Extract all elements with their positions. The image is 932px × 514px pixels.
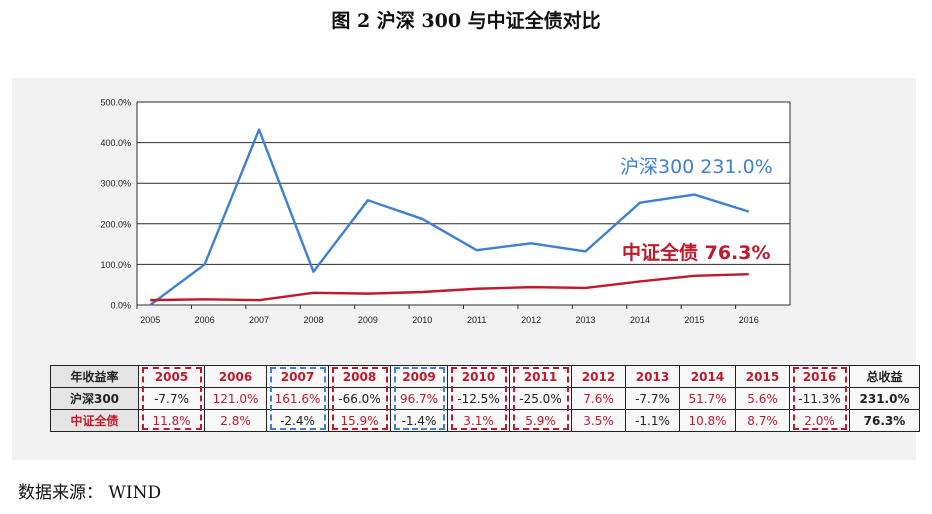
table-header-cell: 2016	[789, 365, 850, 388]
y-axis: 0.0% 100.0% 200.0% 300.0% 400.0% 500.0%	[100, 98, 791, 311]
table-row: 中证全债 11.8% 2.8% -2.4% 15.9% -1.4% 3.1% 5…	[50, 409, 920, 432]
x-axis: 2005 2006 2007 2008 2009 2010 2011 2012 2013 2014…	[136, 305, 759, 325]
table-row: 沪深300 -7.7% 121.0% 161.6% -66.0% 96.7% -…	[50, 387, 920, 410]
table-cell: 7.6%	[571, 387, 626, 410]
y-tick-label: 300.0%	[100, 179, 131, 189]
x-tick-label: 2008	[303, 315, 323, 325]
x-tick-label: 2011	[467, 315, 486, 325]
y-tick-label: 0.0%	[110, 301, 131, 311]
series-lines	[149, 128, 750, 306]
table-cell: 3.5%	[571, 409, 626, 432]
annotations: 沪深300 231.0% 中证全债 76.3%	[620, 156, 773, 264]
table-header-row: 年收益率 2005 2006 2007 2008 2009 2010 2011 …	[50, 365, 920, 388]
table-cell: -1.4%	[390, 409, 448, 432]
x-tick-label: 2005	[140, 315, 160, 325]
x-tick-label: 2016	[739, 315, 759, 325]
table-header-cell: 2012	[571, 365, 626, 388]
x-tick-label: 2015	[684, 315, 704, 325]
bond-annotation: 中证全债 76.3%	[622, 241, 771, 264]
table-cell: 11.8%	[138, 409, 205, 432]
returns-table: 年收益率 2005 2006 2007 2008 2009 2010 2011 …	[50, 365, 920, 432]
table-header-cell: 2009	[390, 365, 448, 388]
x-tick-label: 2006	[195, 315, 215, 325]
x-tick-label: 2009	[358, 315, 378, 325]
table-cell: 2.8%	[204, 409, 267, 432]
row-label: 沪深300	[50, 387, 139, 410]
table-cell: -2.4%	[266, 409, 329, 432]
figure-title: 图 2 沪深 300 与中证全债对比	[331, 10, 601, 32]
table-cell: -7.7%	[625, 387, 680, 410]
source-note: 数据来源： WIND	[18, 483, 162, 503]
x-tick-label: 2010	[412, 315, 432, 325]
table-cell: -7.7%	[138, 387, 205, 410]
line-chart: 0.0%100.0%200.0%300.0%400.0%500.0% 2005 2…	[100, 98, 791, 325]
table-cell: 5.6%	[735, 387, 790, 410]
table-cell: 161.6%	[266, 387, 329, 410]
y-tick-label: 200.0%	[100, 219, 131, 229]
hs300-annotation: 沪深300 231.0%	[620, 156, 773, 178]
table-header-cell: 2010	[447, 365, 510, 388]
x-tick-label: 2014	[630, 315, 650, 325]
table-header-cell: 2011	[509, 365, 572, 388]
table-header-cell: 2008	[328, 365, 391, 388]
table-cell: -66.0%	[328, 387, 391, 410]
grid	[137, 101, 790, 306]
row-label: 中证全债	[50, 409, 139, 432]
y-tick-label: 100.0%	[100, 260, 131, 270]
table-cell: -11.3%	[789, 387, 850, 410]
hs300-line	[149, 128, 750, 306]
table-cell: 10.8%	[679, 409, 736, 432]
table-cell: 51.7%	[679, 387, 736, 410]
table-cell: 5.9%	[509, 409, 572, 432]
plot-area	[137, 102, 790, 305]
table-cell: -1.1%	[625, 409, 680, 432]
y-tick-label: 500.0%	[100, 98, 131, 108]
table-total-cell: 76.3%	[849, 409, 920, 432]
table-header-cell: 2013	[625, 365, 680, 388]
table-cell: 2.0%	[789, 409, 850, 432]
table-cell: 8.7%	[735, 409, 790, 432]
x-tick-label: 2013	[576, 315, 596, 325]
bond-line	[150, 272, 749, 302]
table-cell: -12.5%	[447, 387, 510, 410]
table-cell: 96.7%	[390, 387, 448, 410]
table-header-cell: 年收益率	[50, 365, 139, 388]
table-header-cell: 2015	[735, 365, 790, 388]
x-tick-label: 2007	[249, 315, 269, 325]
x-tick-label: 2012	[521, 315, 541, 325]
table-cell: -25.0%	[509, 387, 572, 410]
table-header-cell: 2006	[204, 365, 267, 388]
table-cell: 15.9%	[328, 409, 391, 432]
table-header-cell: 2007	[266, 365, 329, 388]
table-header-cell: 2014	[679, 365, 736, 388]
y-tick-label: 400.0%	[100, 138, 131, 148]
table-cell: 3.1%	[447, 409, 510, 432]
table-total-cell: 231.0%	[849, 387, 920, 410]
table-header-cell: 总收益	[849, 365, 920, 388]
table-cell: 121.0%	[204, 387, 267, 410]
table-header-cell: 2005	[138, 365, 205, 388]
